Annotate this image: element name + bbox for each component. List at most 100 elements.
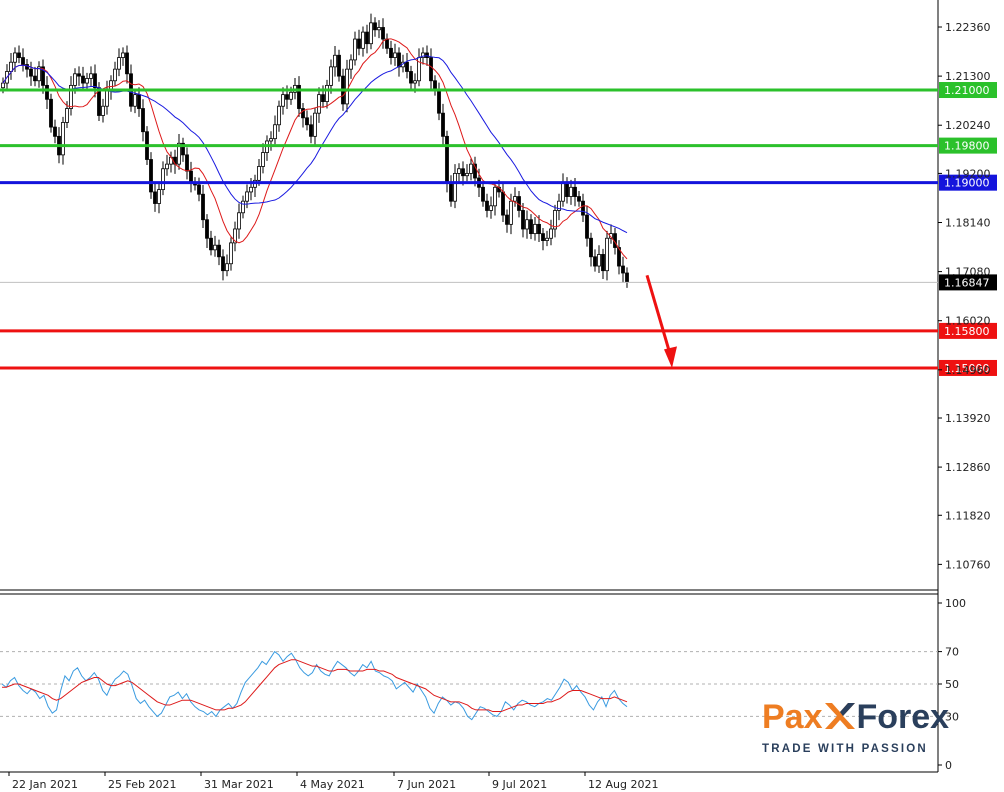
candle-body [337,54,341,77]
candle-body [601,254,605,272]
candle-body [101,105,105,116]
x-tick-label: 12 Aug 2021 [588,778,658,791]
candle-body [241,200,245,214]
horizontal-levels: 1.21000 1.19800 1.19000 1.15800 1.15000 [0,82,997,376]
candle-body [473,163,477,179]
candle-body [529,219,533,235]
candle-body [245,191,249,202]
candle-body [345,68,349,105]
y-tick-label: 1.20240 [945,119,991,132]
candle-body [597,254,601,267]
candle-body [17,52,21,58]
candle-body [325,84,329,102]
x-tick-label: 4 May 2021 [300,778,365,791]
x-tick-label: 9 Jul 2021 [492,778,547,791]
candle-body [29,68,33,77]
candle-body [229,242,233,265]
candle-body [257,166,261,181]
candle-body [185,154,189,172]
osc-tick-label: 30 [945,710,959,723]
candle-body [625,272,629,283]
level-tag [939,359,997,376]
level-tag [939,137,997,154]
candle-body [201,193,205,221]
candle-body [505,214,509,225]
logo-forex: Forex [856,698,950,736]
osc-tick-label: 0 [945,759,952,772]
candle-body [153,191,157,204]
candle-body [41,66,45,86]
candle-body [321,94,325,102]
y-tick-label: 1.18140 [945,217,991,230]
candle-body [125,52,129,75]
candle-body [565,182,569,197]
candle-body [277,105,281,126]
level-tag [939,82,997,99]
oscillator-panel: 100 70 50 30 0 [0,597,966,772]
candle-body [469,163,473,174]
candle-body [349,59,353,70]
current-price-tag [939,274,997,291]
candle-body [569,186,573,197]
candle-body [93,73,97,89]
candle-body [617,247,621,267]
candle-body [501,191,505,216]
candle-body [225,263,229,272]
candle-body [389,47,393,58]
candle-body [281,94,285,107]
candle-body [421,52,425,58]
candle-body [181,142,185,156]
forecast-arrowhead [664,346,677,368]
logo-pax: Pax [762,698,823,736]
candle-body [73,73,77,86]
y-tick-label: 1.19200 [945,167,991,180]
level-label: 1.15800 [944,325,990,338]
y-tick-label: 1.16020 [945,315,991,328]
candle-body [329,66,333,86]
candle-body [141,108,145,133]
candle-body [157,189,161,204]
oscillator-signal-line [2,659,628,713]
candle-body [453,172,457,202]
candle-body [589,237,593,258]
y-tick-label: 1.21300 [945,70,991,83]
candle-body [21,57,25,65]
main-plot-area [0,13,938,288]
level-label: 1.19000 [944,177,990,190]
candle-body [121,52,125,58]
candle-body [217,244,221,258]
candle-body [289,91,293,100]
candle-body [249,186,253,193]
candle-body [137,94,141,109]
candle-body [273,124,277,140]
level-label: 1.15000 [944,362,990,375]
candle-body [409,71,413,84]
candle-body [117,57,121,70]
osc-tick-label: 70 [945,646,959,659]
candle-body [405,61,409,72]
candle-body [377,27,381,31]
price-axis: 1.223601.213001.202401.192001.181401.170… [938,21,997,571]
candle-body [581,200,585,216]
candle-body [237,212,241,230]
candle-body [441,112,445,137]
level-label: 1.19800 [944,140,990,153]
x-tick-label: 7 Jun 2021 [397,778,456,791]
y-tick-label: 1.11820 [945,509,991,522]
candle-body [209,237,213,251]
candle-body [509,200,513,225]
x-tick-label: 25 Feb 2021 [108,778,176,791]
logo-wordmark: Pax Forex [762,698,949,736]
candle-body [105,89,109,107]
paxforex-logo: Pax Forex TRADE WITH PASSION [762,698,949,755]
logo-x [823,700,857,734]
level-tag [939,322,997,339]
osc-tick-label: 50 [945,678,959,691]
y-tick-label: 1.22360 [945,21,991,34]
y-tick-label: 1.14960 [945,364,991,377]
forecast-arrow-shaft [645,274,673,358]
y-tick-label: 1.12860 [945,461,991,474]
candle-body [577,196,581,202]
logo-tagline: TRADE WITH PASSION [762,743,928,755]
